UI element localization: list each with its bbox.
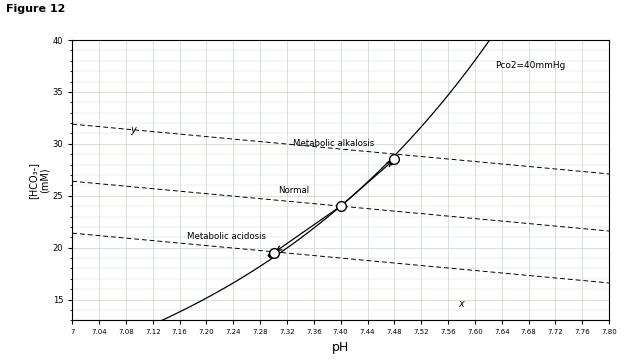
Text: Metabolic alkalosis: Metabolic alkalosis [293,139,375,148]
Y-axis label: [HCO₃-]
(mM): [HCO₃-] (mM) [28,162,50,199]
Text: Metabolic acidosis: Metabolic acidosis [187,233,266,241]
Text: x: x [458,299,464,309]
Text: y: y [130,126,136,135]
X-axis label: pH: pH [332,341,349,354]
Text: Figure 12: Figure 12 [6,4,66,13]
Text: Pco2=40mmHg: Pco2=40mmHg [495,62,565,71]
Text: Normal: Normal [278,186,309,195]
